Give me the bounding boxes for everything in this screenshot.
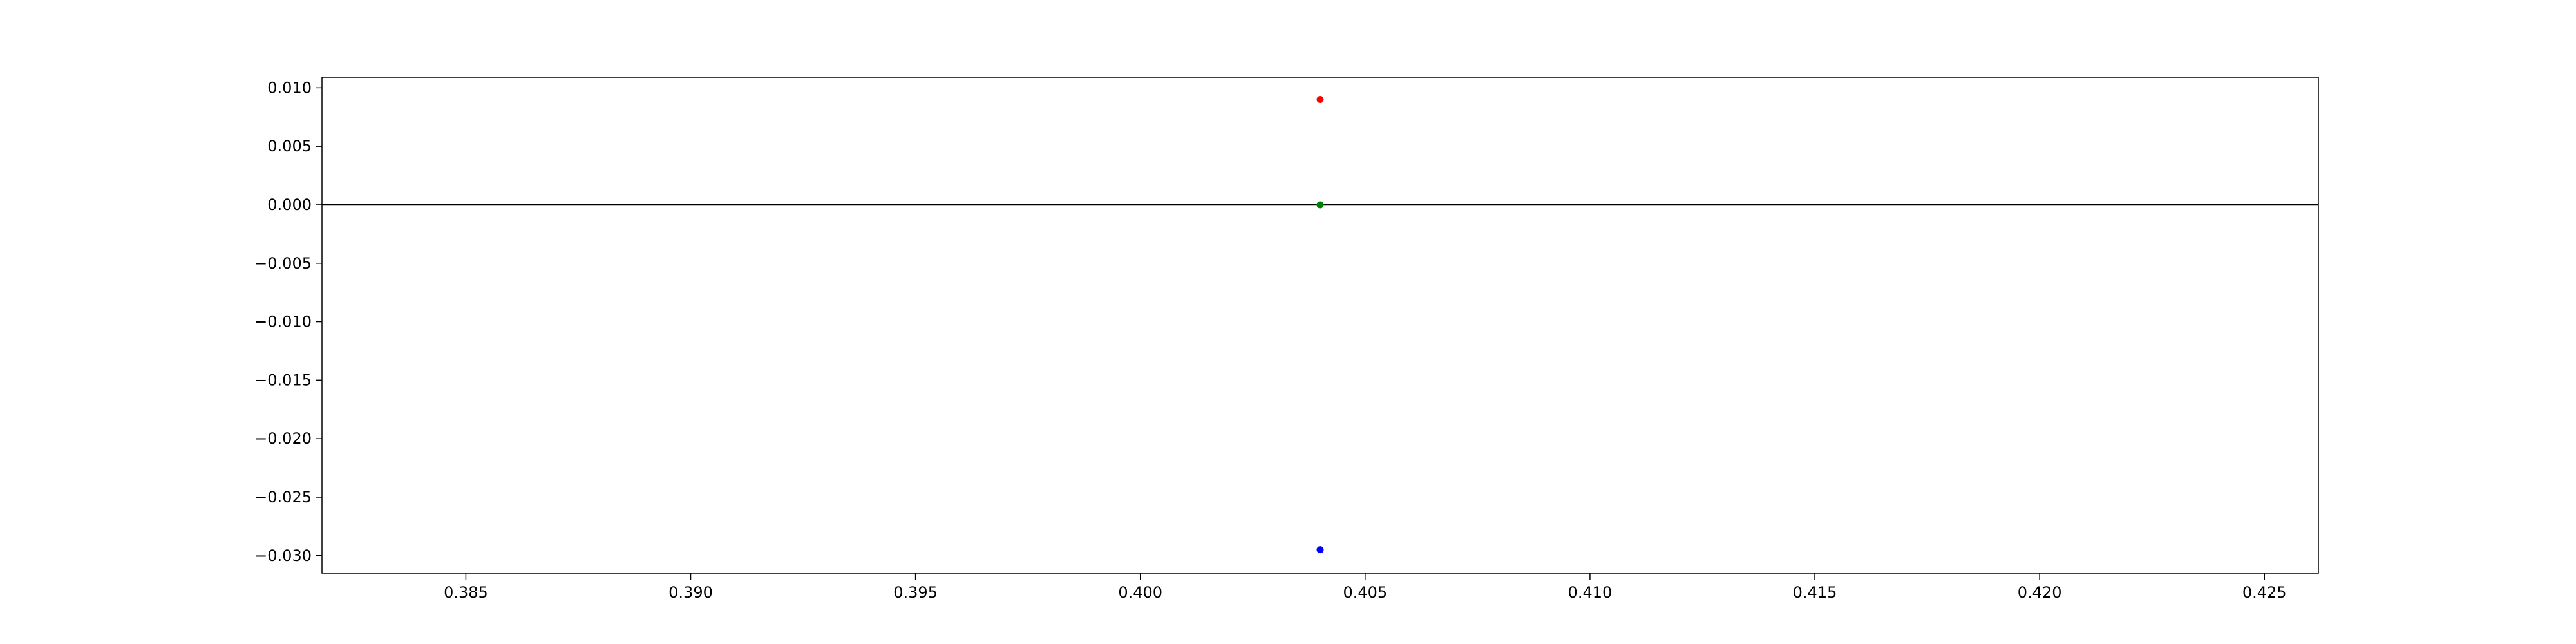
x-tick-label: 0.390 <box>668 583 713 601</box>
y-tick-label: 0.010 <box>267 79 312 97</box>
data-points <box>1316 96 1324 554</box>
x-tick-label: 0.400 <box>1118 583 1162 601</box>
y-tick-label: −0.020 <box>254 430 312 448</box>
scatter-point <box>1316 201 1324 209</box>
x-tick-label: 0.405 <box>1343 583 1387 601</box>
x-tick-label: 0.420 <box>2018 583 2062 601</box>
y-tick-label: −0.010 <box>254 313 312 331</box>
x-tick-label: 0.395 <box>893 583 938 601</box>
x-tick-label: 0.415 <box>1793 583 1837 601</box>
x-axis: 0.385 0.390 0.395 0.400 0.405 0.410 0.415 0.420… <box>444 573 2287 601</box>
y-tick-label: −0.015 <box>254 371 312 389</box>
y-tick-label: −0.030 <box>254 547 312 565</box>
scatter-point <box>1316 546 1324 554</box>
scatter-point <box>1316 96 1324 104</box>
plot-area-frame <box>321 77 2319 574</box>
x-tick-label: 0.425 <box>2242 583 2287 601</box>
x-tick-label: 0.385 <box>444 583 488 601</box>
y-tick-label: −0.025 <box>254 488 312 506</box>
y-tick-label: 0.005 <box>267 137 312 155</box>
y-tick-label: 0.000 <box>267 196 312 214</box>
y-tick-label: −0.005 <box>254 254 312 272</box>
x-tick-label: 0.410 <box>1568 583 1613 601</box>
y-axis: 0.010 0.005 0.000 −0.005 −0.010 −0.015 −0.020 −… <box>254 79 322 565</box>
